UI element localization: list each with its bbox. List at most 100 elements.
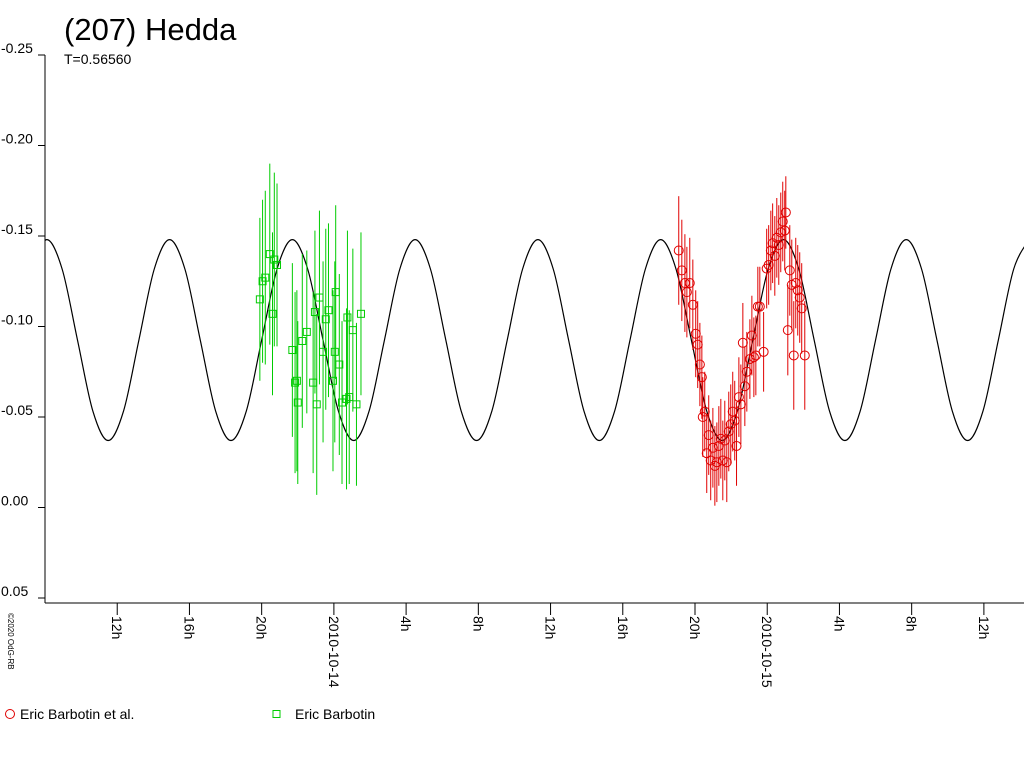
data-point	[769, 250, 780, 261]
data-point	[737, 337, 748, 348]
data-point	[796, 303, 807, 314]
data-point	[754, 301, 765, 312]
data-point	[707, 442, 718, 453]
data-point	[731, 440, 742, 451]
data-point	[721, 457, 732, 468]
data-point	[673, 245, 684, 256]
legend-label: Eric Barbotin	[295, 706, 375, 722]
data-point	[310, 308, 319, 317]
x-tick-label: 12h	[976, 616, 992, 639]
data-point	[733, 392, 744, 403]
y-tick-label: 0.05	[1, 583, 28, 599]
data-point	[794, 292, 805, 303]
data-point	[719, 435, 730, 446]
x-tick-label: 20h	[687, 616, 703, 639]
data-point	[342, 394, 351, 403]
credit: ©2020 OdG-RB	[6, 613, 15, 670]
data-point	[293, 398, 302, 407]
data-point	[255, 295, 264, 304]
x-tick-label: 12h	[543, 616, 559, 639]
data-point	[758, 346, 769, 357]
data-point	[782, 325, 793, 336]
y-tick-label: 0.00	[1, 493, 28, 509]
data-point	[748, 352, 759, 363]
data-point	[321, 315, 330, 324]
data-point	[288, 346, 297, 355]
data-point	[324, 306, 333, 315]
data-point	[348, 326, 357, 335]
data-point	[788, 350, 799, 361]
data-point	[687, 299, 698, 310]
x-tick-label: 8h	[470, 616, 486, 632]
data-point	[790, 278, 801, 289]
legend-marker	[272, 710, 281, 718]
data-point	[699, 406, 710, 417]
data-point	[694, 359, 705, 370]
model-curve	[45, 239, 1024, 442]
data-point	[312, 400, 321, 409]
data-point	[291, 378, 300, 387]
data-point	[739, 381, 750, 392]
legend-label: Eric Barbotin et al.	[20, 706, 134, 722]
y-tick-label: -0.10	[1, 312, 33, 328]
data-point	[273, 260, 282, 269]
data-point	[779, 225, 790, 236]
data-point	[309, 378, 318, 387]
x-tick-label: 20h	[254, 616, 270, 639]
data-point	[315, 293, 324, 302]
data-point	[692, 339, 703, 350]
data-point	[780, 207, 791, 218]
data-point	[270, 255, 279, 264]
data-point	[713, 440, 724, 451]
data-point	[331, 288, 340, 297]
data-point	[319, 347, 328, 356]
x-tick-label: 16h	[615, 616, 631, 639]
y-tick-label: -0.15	[1, 221, 33, 237]
data-point	[335, 360, 344, 369]
plot-area	[45, 163, 1024, 506]
x-tick-label: 4h	[398, 616, 414, 632]
x-tick-label: 2010-10-14	[326, 616, 342, 688]
data-point	[799, 350, 810, 361]
data-point	[703, 430, 714, 441]
data-point	[741, 366, 752, 377]
data-point	[729, 415, 740, 426]
data-point	[773, 240, 784, 251]
chart-title: (207) Hedda	[64, 12, 237, 47]
data-point	[676, 265, 687, 276]
y-tick-label: -0.20	[1, 131, 33, 147]
x-tick-label: 2010-10-15	[759, 616, 775, 688]
data-point	[352, 400, 361, 409]
data-point	[356, 309, 365, 318]
data-point	[265, 250, 274, 259]
data-point	[343, 313, 352, 322]
data-point	[763, 259, 774, 270]
x-tick-label: 8h	[904, 616, 920, 632]
data-point	[268, 309, 277, 318]
data-point	[292, 376, 301, 385]
data-point	[330, 347, 339, 356]
data-point	[261, 273, 270, 282]
data-point	[792, 285, 803, 296]
data-point	[735, 399, 746, 410]
data-point	[690, 328, 701, 339]
data-point	[681, 287, 692, 298]
x-tick-label: 12h	[109, 616, 125, 639]
data-point	[697, 412, 708, 422]
data-point	[784, 265, 795, 276]
data-point	[298, 336, 307, 345]
x-tick-label: 16h	[181, 616, 197, 639]
data-point	[711, 457, 722, 468]
legend-marker	[5, 709, 15, 719]
data-point	[328, 376, 337, 385]
data-point	[746, 330, 757, 341]
data-point	[302, 327, 311, 336]
y-tick-label: -0.05	[1, 402, 33, 418]
data-point	[723, 426, 734, 437]
y-tick-label: -0.25	[1, 40, 33, 56]
chart-subtitle: T=0.56560	[64, 51, 132, 67]
x-tick-label: 4h	[831, 616, 847, 632]
data-point	[345, 393, 354, 402]
data-point	[684, 278, 695, 289]
